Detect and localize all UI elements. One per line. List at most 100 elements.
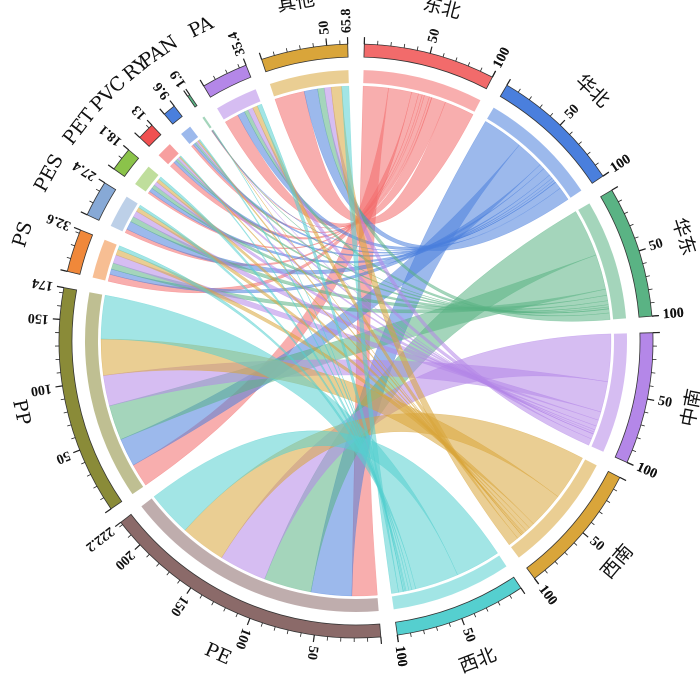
sector-label-sector-8: PS: [8, 219, 37, 250]
major-tick: [312, 634, 315, 643]
major-tick: [491, 70, 497, 78]
minor-tick: [166, 571, 170, 576]
outer-arc-sector-8: [66, 229, 94, 275]
ribbon-5-9: [341, 85, 399, 594]
major-tick: [56, 285, 64, 289]
major-tick: [114, 521, 122, 528]
inner-arcs-layer: [84, 70, 627, 612]
minor-tick: [644, 411, 649, 414]
minor-tick: [649, 385, 654, 387]
minor-tick: [81, 462, 86, 465]
outer-arc-sector-6: [120, 513, 382, 639]
minor-tick: [517, 88, 521, 93]
minor-tick: [648, 288, 653, 291]
major-tick: [242, 58, 247, 66]
major-tick: [186, 587, 192, 594]
major-tick: [520, 587, 526, 595]
ribbon-2-9: [317, 87, 611, 322]
minor-tick: [544, 569, 548, 574]
outer-arc-sector-1: [499, 84, 604, 184]
tick-label-sector-3: 50: [657, 394, 674, 411]
tick-label-sector-7: 100: [30, 380, 53, 398]
minor-tick: [473, 613, 477, 618]
minor-tick: [624, 211, 629, 215]
minor-tick: [497, 601, 501, 606]
inner-arc-sector-8: [92, 239, 117, 281]
minor-tick: [650, 301, 655, 304]
tick-label-sector-13: 1.9: [167, 67, 189, 90]
tick-label-sector-5: 100: [392, 645, 410, 668]
minor-tick: [629, 223, 634, 227]
minor-tick: [423, 630, 425, 635]
tick-label-sector-6: 100: [232, 626, 254, 651]
sector-label-sector-2: 华东: [668, 215, 700, 258]
sector-label-sector-3: 中南: [677, 387, 700, 429]
tick-label-sector-1: 100: [608, 152, 634, 176]
major-tick: [134, 544, 141, 551]
tick-label-sector-11: 13: [129, 102, 150, 122]
major-tick: [80, 211, 88, 216]
minor-tick: [119, 524, 123, 528]
major-tick: [626, 461, 634, 466]
major-tick: [146, 119, 153, 126]
ribbon-1-8: [237, 111, 561, 251]
major-tick: [258, 52, 263, 60]
outer-arcs-layer: [58, 43, 654, 639]
tick-label-sector-9: 27.4: [70, 158, 99, 184]
tick-label-sector-10: 18.1: [96, 122, 124, 149]
minor-tick: [100, 497, 104, 501]
tick-label-sector-6: 150: [167, 593, 191, 619]
minor-tick: [223, 607, 226, 612]
minor-tick: [598, 511, 603, 515]
sector-label-sector-7: PP: [8, 397, 35, 427]
tick-label-sector-15: 65.8: [339, 8, 355, 33]
minor-tick: [467, 62, 471, 67]
minor-tick: [260, 622, 263, 627]
tick-label-sector-7: 50: [54, 447, 73, 466]
outer-arc-sector-13: [187, 94, 198, 108]
major-tick: [159, 108, 165, 115]
sector-label-sector-5: 西北: [456, 644, 499, 676]
minor-tick: [573, 542, 578, 546]
minor-tick: [86, 474, 91, 477]
tick-label-sector-0: 50: [425, 27, 443, 44]
minor-tick: [71, 437, 76, 440]
major-tick: [246, 618, 251, 626]
minor-tick: [403, 43, 406, 48]
minor-tick: [300, 632, 302, 637]
minor-tick: [235, 613, 238, 618]
tick-label-sector-1: 50: [562, 102, 583, 122]
sector-label-sector-13: PAN: [136, 31, 183, 72]
ribbon-4-9: [330, 86, 518, 546]
major-tick: [134, 132, 141, 138]
minor-tick: [569, 131, 573, 135]
minor-tick: [410, 632, 412, 637]
minor-tick: [578, 141, 582, 145]
minor-tick: [480, 67, 483, 72]
outer-arc-sector-3: [614, 332, 654, 463]
minor-tick: [595, 162, 599, 166]
minor-tick: [237, 64, 240, 69]
minor-tick: [299, 45, 301, 50]
outer-arc-sector-12: [163, 105, 183, 125]
major-tick: [533, 578, 540, 585]
minor-tick: [436, 626, 438, 631]
minor-tick: [509, 594, 513, 599]
minor-tick: [590, 522, 595, 526]
inner-arc-sector-4: [511, 459, 597, 558]
outer-arc-sector-7: [58, 287, 123, 510]
major-tick: [611, 186, 619, 191]
minor-tick: [67, 424, 72, 427]
major-tick: [325, 38, 328, 46]
outer-arc-sector-5: [395, 576, 522, 636]
minor-tick: [285, 48, 288, 53]
minor-tick: [448, 622, 451, 627]
outer-arc-sector-0: [363, 43, 493, 90]
sector-label-sector-10: PET: [58, 104, 100, 149]
inner-arc-sector-3: [591, 333, 627, 452]
major-tick: [559, 119, 566, 126]
inner-arc-sector-6: [141, 498, 379, 612]
major-tick: [619, 476, 627, 482]
